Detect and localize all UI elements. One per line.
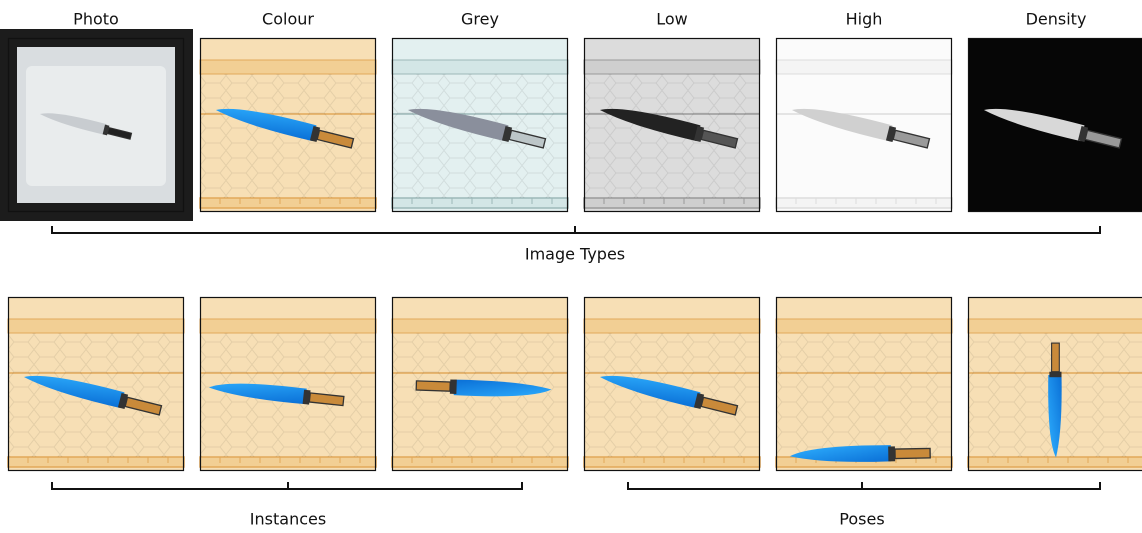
group-caption: Instances [250, 510, 326, 529]
tray-hex [776, 333, 952, 457]
knife-bolster [1049, 372, 1061, 378]
tray-rail [584, 457, 760, 467]
knife-handle [895, 448, 930, 458]
image-panel [8, 297, 184, 471]
tray-hex [200, 74, 376, 198]
tray-rail [8, 457, 184, 467]
tray-rail [584, 198, 760, 208]
tray-rail [200, 319, 376, 333]
image-panel [200, 297, 376, 471]
tray-rail [392, 457, 568, 467]
bracket [52, 226, 1100, 233]
bracket [52, 482, 522, 489]
image-panel [968, 297, 1142, 471]
tray-rail [776, 60, 952, 74]
tray-rail [968, 319, 1142, 333]
image-panel [584, 297, 760, 471]
image-type-label: Grey [461, 10, 499, 29]
tray-rail [200, 198, 376, 208]
image-panel [776, 38, 952, 212]
tray-rail [392, 60, 568, 74]
tray-rail [968, 457, 1142, 467]
image-panel [392, 297, 568, 471]
knife-handle [1052, 343, 1060, 372]
tray-rail [584, 319, 760, 333]
knife-bolster [888, 446, 895, 461]
image-panel [392, 38, 568, 212]
bracket [628, 482, 1100, 489]
tray-hex [392, 74, 568, 198]
group-caption: Image Types [525, 245, 625, 264]
image-type-label: High [846, 10, 883, 29]
tray-rail [8, 319, 184, 333]
image-type-label: Density [1026, 10, 1087, 29]
image-panel [968, 38, 1142, 212]
knife-handle [416, 381, 450, 391]
tray-rail [584, 60, 760, 74]
group-caption: Poses [839, 510, 884, 529]
tray-hex [584, 74, 760, 198]
figure: Image Types Instances Poses Photo Colour G… [0, 0, 1142, 533]
image-type-label: Low [656, 10, 688, 29]
image-panel [200, 38, 376, 212]
image-panel [8, 38, 184, 212]
tray-rail [392, 319, 568, 333]
image-type-label: Colour [262, 10, 314, 29]
tray-rail [200, 457, 376, 467]
tray-rail [776, 319, 952, 333]
tray-rail [776, 198, 952, 208]
image-panel [584, 38, 760, 212]
image-type-label: Photo [73, 10, 119, 29]
image-panel [776, 297, 952, 471]
tray-rail [392, 198, 568, 208]
tray-rail [200, 60, 376, 74]
